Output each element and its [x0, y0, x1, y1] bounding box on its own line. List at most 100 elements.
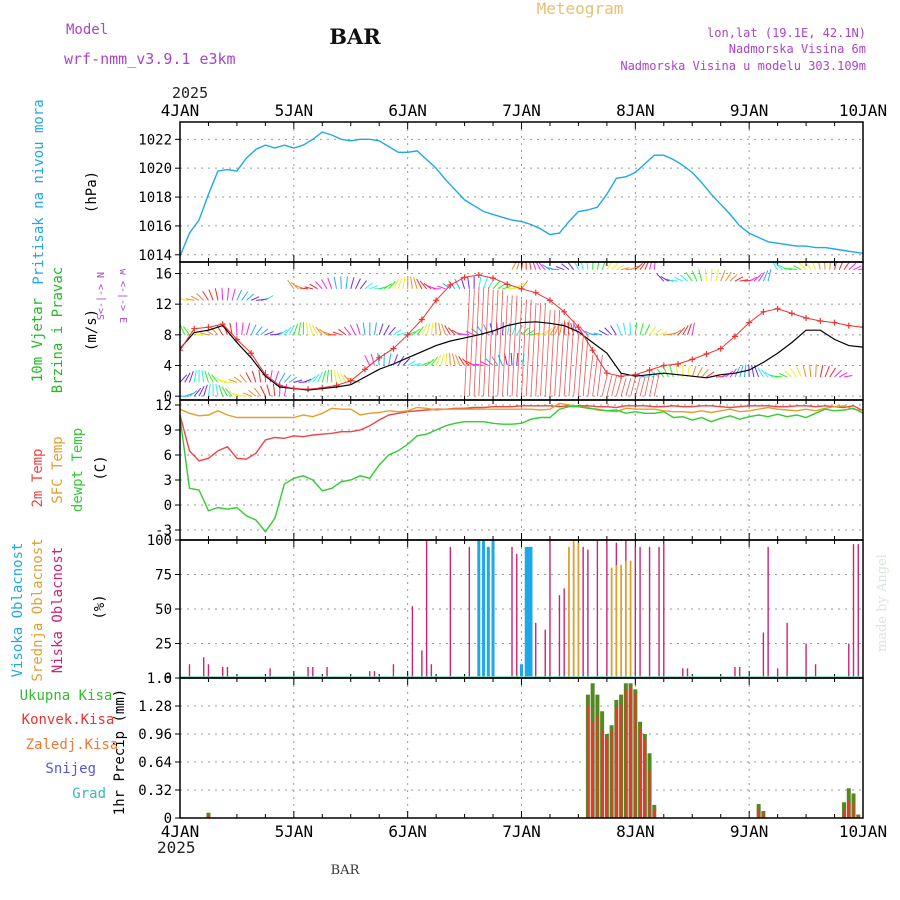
wind-barb — [279, 329, 288, 336]
xtick-label-bottom: 6JAN — [388, 822, 427, 841]
wind-arrow — [592, 354, 599, 397]
wind-arrow — [644, 372, 651, 397]
wind-barb — [201, 369, 205, 383]
wind-barb — [573, 324, 579, 336]
wind-arrow — [620, 378, 627, 397]
wind-barb — [762, 270, 769, 282]
wind-barb — [656, 273, 665, 282]
wind-barb — [753, 274, 762, 282]
model-name: wrf-nmm_v3.9.1 e3km — [64, 50, 236, 68]
wind-barb — [388, 280, 396, 290]
wind-barb — [198, 386, 205, 397]
wind-barb — [298, 322, 302, 335]
wind-barb — [430, 322, 434, 335]
wind-unit-label: (m/s) — [84, 309, 100, 351]
wind-barb — [333, 370, 338, 383]
wind-barb — [410, 276, 413, 289]
precip-bar-conv — [852, 802, 855, 818]
wind-barb — [416, 326, 424, 336]
dewpt-line — [179, 406, 864, 533]
wind-barb — [611, 262, 619, 271]
precip-bar-conv — [586, 706, 589, 818]
year-bottom: 2025 — [157, 838, 196, 857]
precip-bar-conv — [591, 721, 594, 818]
wind-barb — [189, 370, 194, 383]
wind-arrow — [573, 334, 580, 397]
wind-barb — [265, 295, 274, 301]
precip-conv-label: Konvek.Kisa — [22, 712, 115, 728]
wind-barb — [588, 333, 598, 336]
wind-barb — [332, 331, 342, 336]
wind-barb — [685, 272, 693, 282]
wind-barb — [412, 363, 421, 366]
cloud-low-label: Niska Oblacnost — [50, 547, 66, 673]
ytick-label: 1.28 — [138, 699, 172, 715]
wind-barb — [815, 364, 817, 378]
wind-barb — [327, 277, 333, 290]
wind-arrow — [625, 378, 632, 397]
wind-barb — [305, 322, 309, 335]
wind-barb — [184, 372, 191, 383]
wind-barb — [304, 286, 313, 290]
wind-barb — [426, 323, 431, 335]
footer-station: BAR — [331, 863, 361, 878]
wind-barb — [704, 268, 707, 282]
wind-barb — [236, 289, 243, 301]
wind-barb — [397, 277, 403, 289]
wind-barb — [245, 323, 251, 335]
wind-barb — [620, 267, 630, 271]
wind-barb — [185, 298, 195, 301]
precip-bar-conv — [620, 704, 623, 818]
wind-barb — [250, 324, 257, 336]
wind-arrow — [487, 289, 494, 397]
wind-barb — [449, 352, 451, 366]
wind-barb — [760, 369, 769, 378]
wind-barb — [674, 277, 683, 282]
xtick-label-top: 10JAN — [839, 101, 887, 120]
wind-barb — [715, 269, 720, 282]
wind-barb — [809, 364, 812, 378]
wind-barb — [208, 289, 214, 301]
wind-barb — [729, 273, 738, 282]
wind-barb — [364, 355, 371, 366]
wind-barb — [549, 325, 557, 336]
wind-barb — [364, 282, 373, 290]
wind-arrow — [511, 295, 518, 397]
wind-barb — [442, 282, 451, 290]
wind-barb — [698, 269, 703, 282]
precip-bar-conv — [629, 686, 632, 818]
wind-barb — [838, 262, 844, 270]
wind-barb — [778, 372, 788, 378]
wind-barb — [419, 280, 428, 290]
ytick-label: 6 — [164, 448, 172, 464]
precip-snow-label: Snijeg — [45, 761, 96, 777]
wind-barb — [315, 281, 323, 290]
wind-barb — [538, 262, 546, 270]
ytick-label: 1022 — [138, 132, 172, 148]
wind-barb — [356, 323, 361, 335]
wind-barb — [764, 371, 774, 378]
ytick-label: -3 — [155, 523, 172, 539]
wind-barb — [649, 262, 653, 270]
wind-barb — [287, 279, 295, 290]
wind-barb — [788, 267, 797, 271]
wind-barb — [454, 278, 461, 290]
wind-barb — [706, 371, 715, 378]
wind-barb — [447, 327, 456, 336]
wind-barb — [182, 325, 190, 336]
wind-barb — [510, 352, 513, 366]
wind-barb — [653, 262, 656, 270]
wind-barb — [246, 293, 255, 301]
wind-barb — [853, 265, 862, 271]
ytick-label: 1016 — [138, 219, 172, 235]
wind-barb — [485, 358, 494, 366]
wind-barb — [691, 270, 698, 282]
lonlat-label: lon,lat (19.1E, 42.1N) — [707, 26, 866, 40]
wind-barb — [535, 262, 541, 270]
ytick-label: 1018 — [138, 190, 172, 206]
precip-bar-conv — [653, 809, 656, 818]
wind-compass-label2: S<-|-> N — [96, 272, 107, 320]
wind-barb — [649, 326, 657, 336]
wind-barb — [241, 322, 244, 335]
wind-barb — [834, 369, 842, 378]
